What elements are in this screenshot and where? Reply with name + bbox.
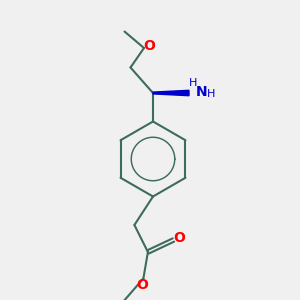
Text: O: O bbox=[136, 278, 148, 292]
Text: H: H bbox=[207, 89, 216, 100]
Text: O: O bbox=[143, 40, 155, 53]
Text: N: N bbox=[196, 85, 207, 99]
Text: O: O bbox=[173, 232, 185, 245]
Text: H: H bbox=[189, 77, 197, 88]
Polygon shape bbox=[153, 90, 189, 96]
